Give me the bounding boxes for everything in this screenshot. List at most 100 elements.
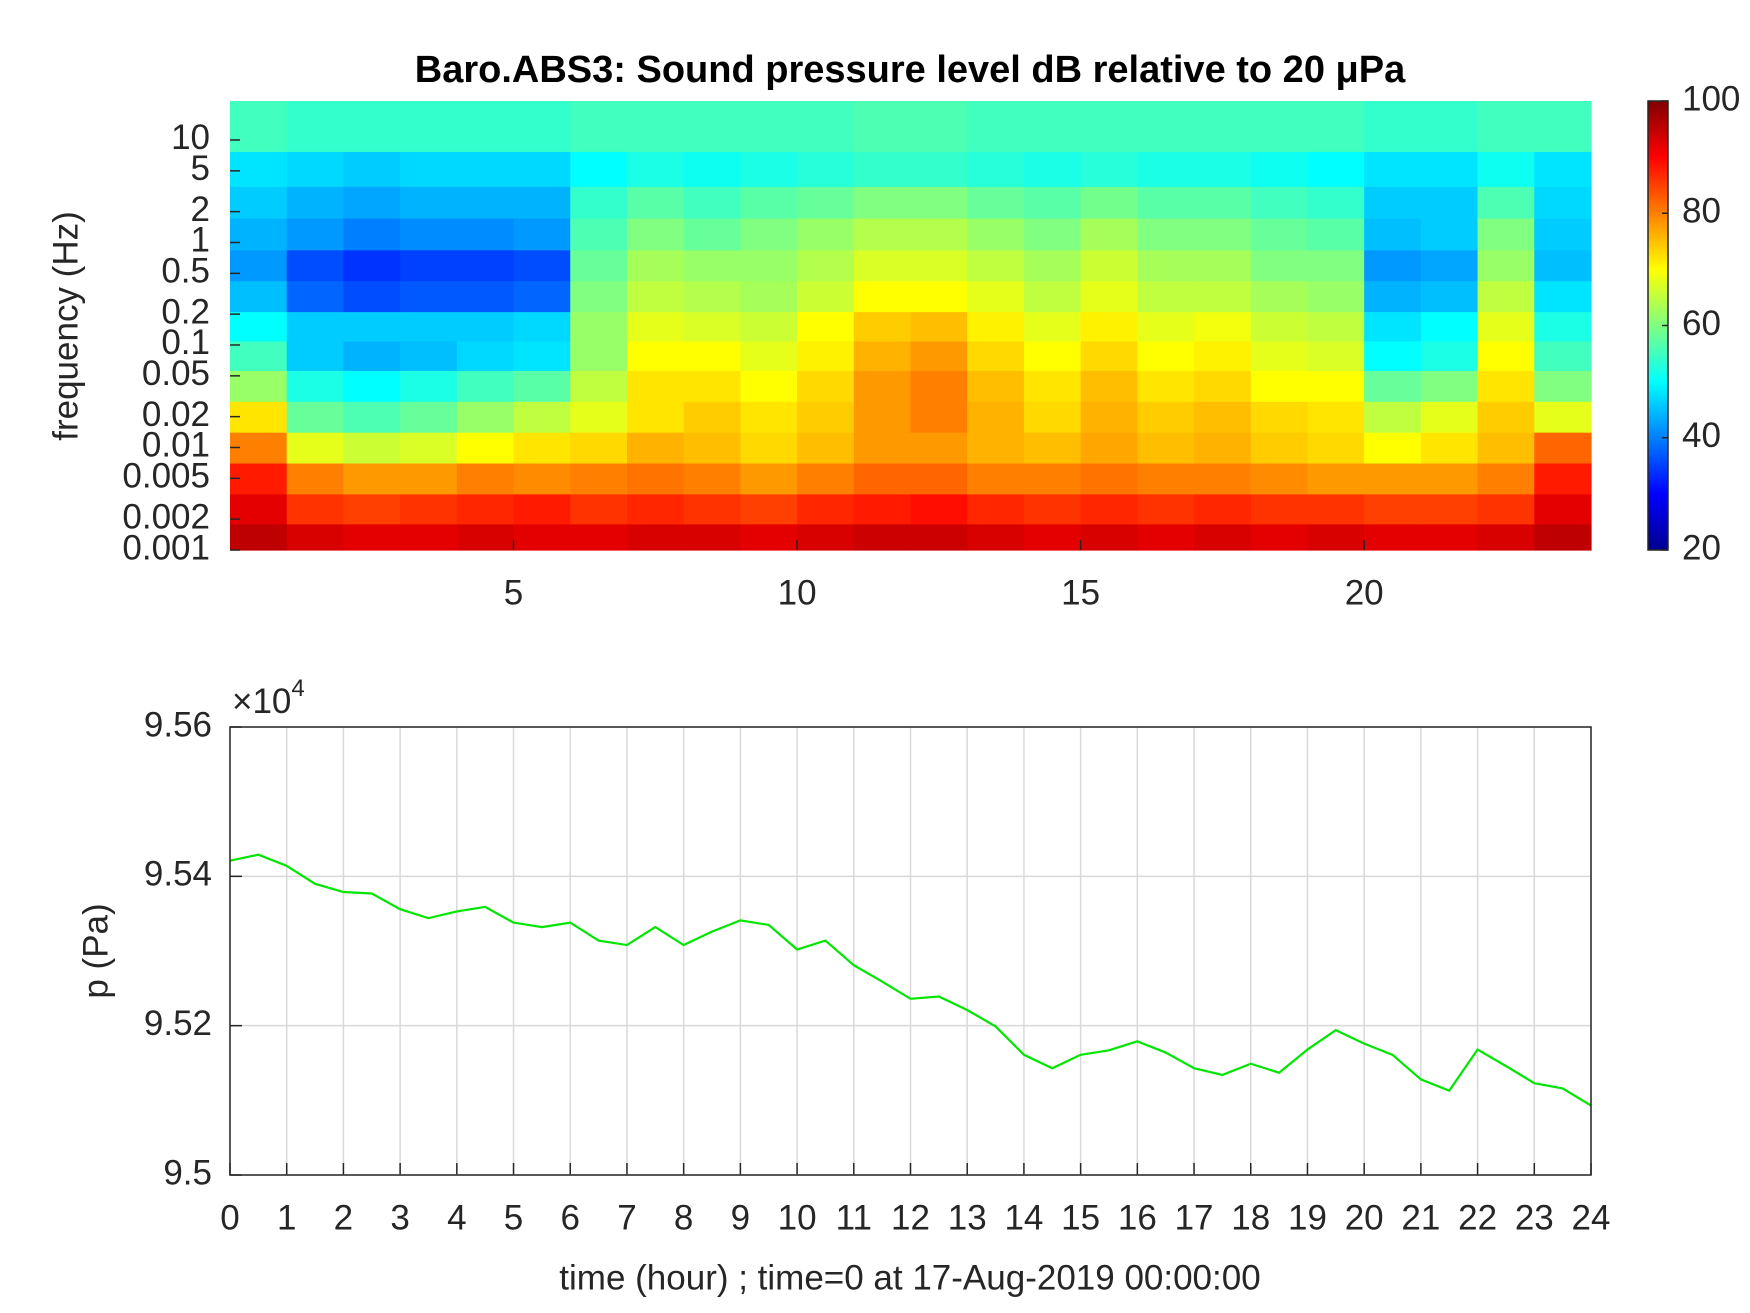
heat-cell: [286, 401, 345, 433]
heat-cell: [853, 523, 912, 551]
heat-cell: [853, 432, 912, 464]
heat-cell: [1194, 401, 1252, 433]
heat-cell: [456, 523, 515, 551]
heat-cell: [910, 218, 968, 251]
x-tick-label: 5: [504, 1198, 523, 1237]
heat-cell: [513, 101, 571, 152]
heat-cell: [1534, 340, 1592, 371]
heat-cell: [343, 186, 401, 219]
y-tick-label: 9.52: [144, 1004, 212, 1043]
heat-cell: [797, 249, 855, 282]
heat-cell: [1023, 523, 1082, 551]
x-tick-label: 15: [1061, 573, 1100, 612]
heat-cell: [1534, 186, 1592, 219]
heat-cell: [1534, 280, 1592, 313]
heat-cell: [1477, 493, 1535, 525]
x-tick-label: 10: [778, 573, 817, 612]
heat-cell: [1194, 101, 1252, 152]
heat-cell: [1420, 151, 1479, 187]
heat-cell: [740, 249, 798, 282]
heat-cell: [1137, 493, 1195, 525]
heat-cell: [1364, 370, 1422, 402]
heat-cell: [400, 311, 458, 342]
heat-cell: [683, 401, 741, 433]
colorbar-tick-label: 60: [1682, 304, 1721, 343]
heat-cell: [1420, 340, 1479, 371]
heat-cell: [967, 151, 1025, 187]
heat-cell: [910, 151, 968, 187]
heat-cell: [1250, 432, 1309, 464]
heat-cell: [1250, 401, 1309, 433]
heat-cell: [626, 218, 685, 251]
heat-cell: [1477, 523, 1535, 551]
heat-cell: [797, 280, 855, 313]
colorbar-tick-label: 100: [1682, 79, 1740, 118]
heat-cell: [740, 280, 798, 313]
heat-cell: [286, 186, 345, 219]
heat-cell: [683, 218, 741, 251]
y-tick-label: 0.2: [161, 292, 210, 331]
heat-cell: [1194, 249, 1252, 282]
heat-cell: [967, 523, 1025, 551]
heat-cell: [1137, 523, 1195, 551]
heat-cell: [683, 151, 741, 187]
heat-cell: [343, 340, 401, 371]
heat-cell: [740, 151, 798, 187]
heat-cell: [570, 401, 628, 433]
heat-cell: [626, 493, 685, 525]
heat-cell: [456, 370, 515, 402]
heat-cell: [853, 462, 912, 495]
heat-cell: [797, 218, 855, 251]
x-tick-label: 0: [220, 1198, 239, 1237]
heat-cell: [626, 340, 685, 371]
heat-cell: [286, 249, 345, 282]
heat-cell: [343, 401, 401, 433]
heat-cell: [400, 249, 458, 282]
heat-cell: [1023, 218, 1082, 251]
heat-cell: [570, 151, 628, 187]
heat-cell: [1534, 151, 1592, 187]
heat-cell: [570, 523, 628, 551]
heat-cell: [626, 462, 685, 495]
heat-cell: [1250, 523, 1309, 551]
heat-cell: [910, 462, 968, 495]
heat-cell: [910, 432, 968, 464]
x-tick-label: 6: [561, 1198, 580, 1237]
heat-cell: [513, 523, 571, 551]
heat-cell: [230, 280, 288, 313]
heat-cell: [1307, 280, 1365, 313]
heat-cell: [1250, 186, 1309, 219]
y-tick-label: 0.001: [122, 528, 210, 567]
heat-cell: [1534, 218, 1592, 251]
plot-frame: [229, 726, 1592, 1176]
heat-cell: [1194, 280, 1252, 313]
heat-cell: [967, 280, 1025, 313]
x-tick-label: 16: [1118, 1198, 1157, 1237]
heat-cell: [1477, 218, 1535, 251]
heat-cell: [1250, 370, 1309, 402]
heat-cell: [230, 311, 288, 342]
heat-cell: [1250, 151, 1309, 187]
x-tick-label: 13: [948, 1198, 987, 1237]
heat-cell: [1420, 311, 1479, 342]
heat-cell: [1194, 311, 1252, 342]
heat-cell: [683, 280, 741, 313]
heat-cell: [400, 432, 458, 464]
heat-cell: [1194, 151, 1252, 187]
heat-cell: [1534, 462, 1592, 495]
heat-cell: [910, 370, 968, 402]
heat-cell: [1080, 493, 1138, 525]
heat-cell: [1307, 311, 1365, 342]
y-tick-label: 0.1: [161, 323, 210, 362]
heat-cell: [1477, 280, 1535, 313]
heat-cell: [400, 151, 458, 187]
heat-cell: [1477, 401, 1535, 433]
heat-cell: [570, 280, 628, 313]
heat-cell: [740, 493, 798, 525]
heat-cell: [1137, 311, 1195, 342]
heat-cell: [1023, 401, 1082, 433]
heat-cell: [286, 218, 345, 251]
x-tick-label: 17: [1175, 1198, 1214, 1237]
heat-cell: [910, 280, 968, 313]
heat-cell: [230, 523, 288, 551]
